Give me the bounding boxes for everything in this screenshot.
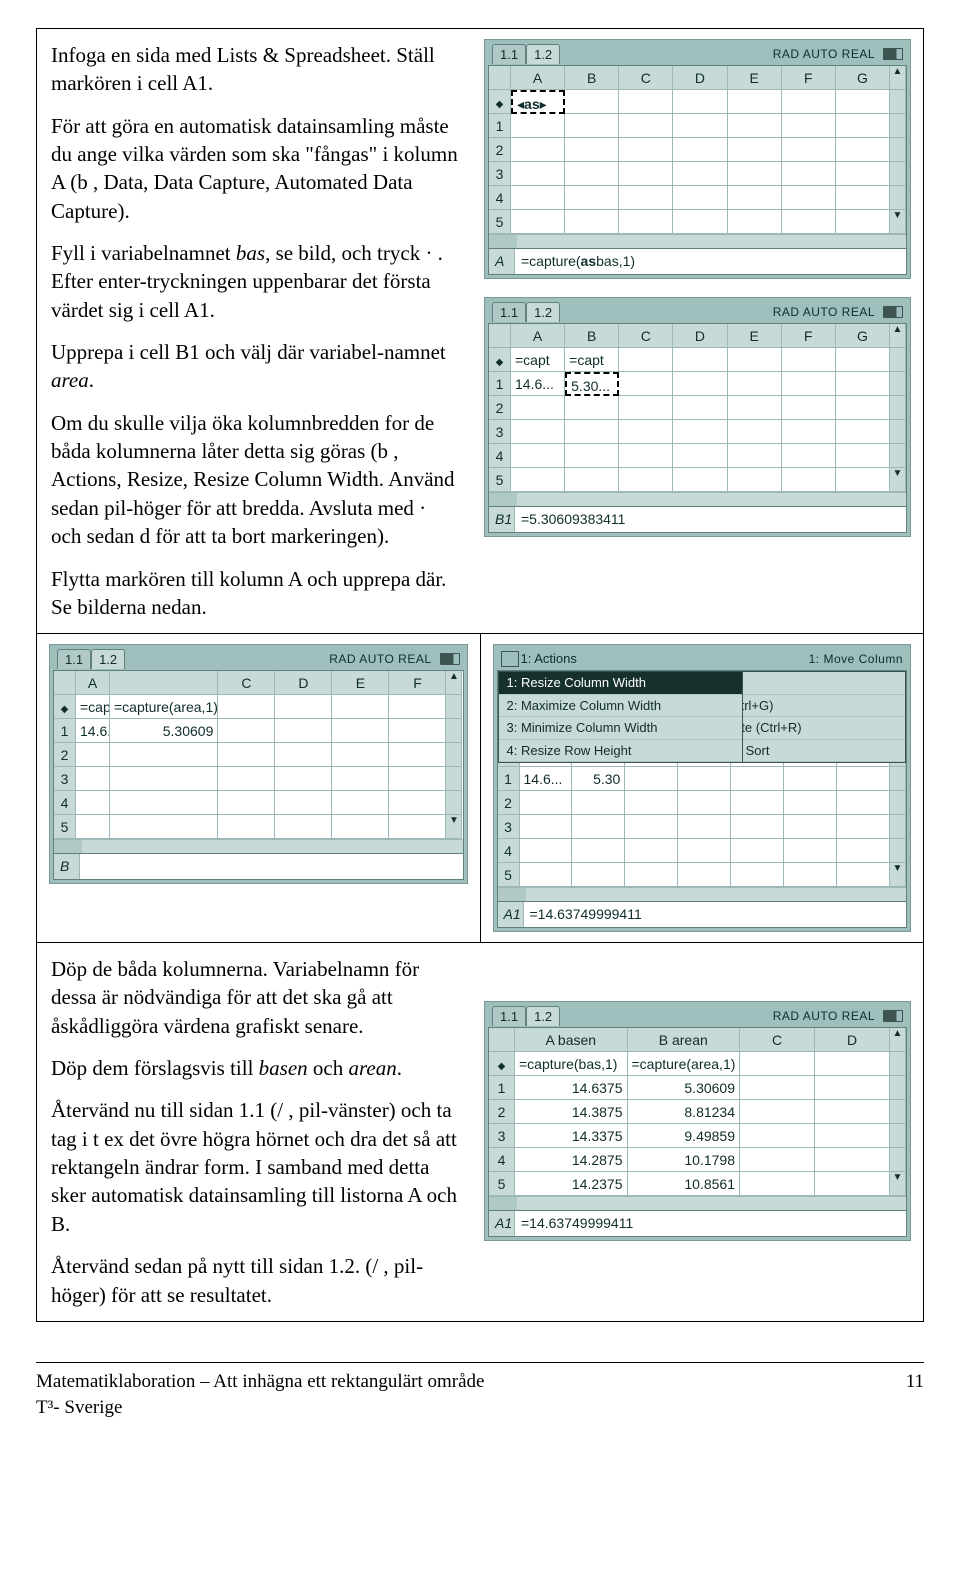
screenshot-resize-menu: 1: Actions 1: Move Column 1: Resize Colu…: [480, 634, 924, 942]
col-header: A: [511, 66, 565, 90]
formula-bar: A =capture(as=capture(bas,1)bas,1): [489, 248, 906, 274]
menu-icon: [501, 651, 519, 667]
footer-left: Matematiklaboration – Att inhägna ett re…: [36, 1369, 484, 1420]
col-header: B: [565, 66, 619, 90]
col-header: D: [673, 66, 727, 90]
formula-ref: A: [489, 249, 515, 274]
tab-1-1: 1.1: [492, 44, 526, 65]
para: Döp dem förslagsvis till basen och arean…: [51, 1054, 458, 1082]
para: Upprepa i cell B1 och välj där variabel-…: [51, 338, 458, 395]
para: Fyll i variabelnamnet bas, se bild, och …: [51, 239, 458, 324]
instruction-text-2: Döp de båda kolumnerna. Variabelnamn för…: [37, 943, 472, 1321]
screenshot-column-2: 1.1 1.2 RAD AUTO REAL A basen B arean C …: [472, 943, 923, 1321]
selected-cell: 5.30...: [565, 372, 619, 396]
para: Om du skulle vilja öka kolumnbredden for…: [51, 409, 458, 551]
status-text: RAD AUTO REAL: [773, 46, 875, 62]
screenshot-column-1: 1.1 1.2 RAD AUTO REAL A B C D E F G ▲: [472, 29, 923, 633]
screenshot-capture-area: 1.1 1.2 RAD AUTO REAL A B C D E F G ▲: [484, 297, 911, 537]
menu-item: 4: Resize Row Height: [499, 740, 742, 763]
screenshot-capture-bas: 1.1 1.2 RAD AUTO REAL A B C D E F G ▲: [484, 39, 911, 279]
para: Återvänd sedan på nytt till sidan 1.2. (…: [51, 1252, 458, 1309]
instruction-text-1: Infoga en sida med Lists & Spreadsheet. …: [37, 29, 472, 633]
col-header: F: [782, 66, 836, 90]
para: Infoga en sida med Lists & Spreadsheet. …: [51, 41, 458, 98]
para: För att göra en automatisk datainsamling…: [51, 112, 458, 225]
col-header: E: [728, 66, 782, 90]
context-menu: 1: Resize Column Width 2: Maximize Colum…: [498, 671, 743, 763]
context-submenu: Ctrl+G) late (Ctrl+R) b: Sort: [722, 671, 906, 763]
tab-1-2: 1.2: [526, 44, 560, 65]
spreadsheet-grid: A B C D E F G ▲ ◂as▸ 1: [488, 65, 907, 275]
spreadsheet-grid: A B C D E F G ▲ =capt =capt 1 14.6.: [488, 323, 907, 533]
battery-icon: [883, 1010, 903, 1022]
selected-cell: ◂as▸: [511, 90, 565, 114]
menu-item: 3: Minimize Column Width: [499, 717, 742, 740]
formula-bar: B1 =5.30609383411: [489, 506, 906, 532]
col-header: C: [619, 66, 673, 90]
section-1b: 1.1 1.2 RAD AUTO REAL A C D E F ▲ =cap: [36, 634, 924, 943]
section-1: Infoga en sida med Lists & Spreadsheet. …: [36, 28, 924, 634]
tab-bar: 1.1 1.2 RAD AUTO REAL: [488, 301, 907, 323]
para: Flytta markören till kolumn A och upprep…: [51, 565, 458, 622]
page-number: 11: [906, 1369, 924, 1420]
menu-item: 2: Maximize Column Width: [499, 695, 742, 718]
tab-bar: 1.1 1.2 RAD AUTO REAL: [488, 43, 907, 65]
formula-body: =capture(as=capture(bas,1)bas,1): [515, 249, 906, 274]
menu-item: 1: Resize Column Width: [499, 672, 742, 695]
battery-icon: [440, 653, 460, 665]
battery-icon: [883, 48, 903, 60]
section-2: Döp de båda kolumnerna. Variabelnamn för…: [36, 943, 924, 1322]
col-header: G: [836, 66, 890, 90]
screenshot-widened-b: 1.1 1.2 RAD AUTO REAL A C D E F ▲ =cap: [37, 634, 480, 942]
screenshot-data-collected: 1.1 1.2 RAD AUTO REAL A basen B arean C …: [484, 1001, 911, 1241]
page-footer: Matematiklaboration – Att inhägna ett re…: [36, 1362, 924, 1420]
battery-icon: [883, 306, 903, 318]
para: Döp de båda kolumnerna. Variabelnamn för…: [51, 955, 458, 1040]
para: Återvänd nu till sidan 1.1 (/ , pil-väns…: [51, 1096, 458, 1238]
